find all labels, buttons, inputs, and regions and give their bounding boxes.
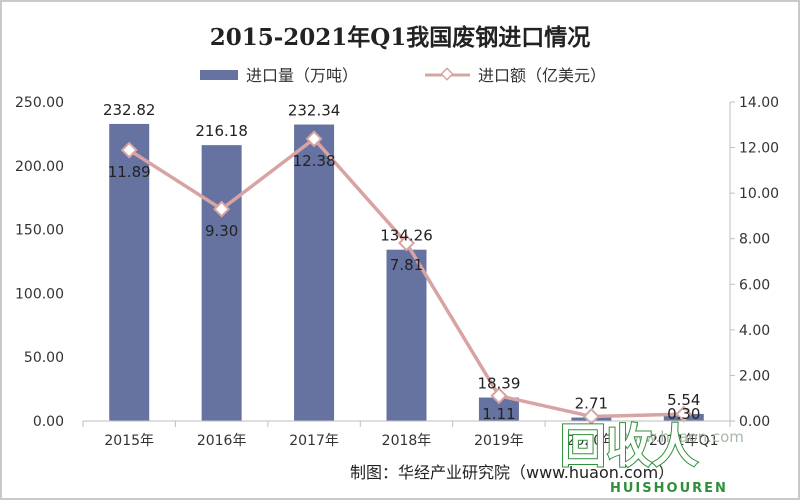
line-series <box>120 130 693 425</box>
y-left-tick-label: 150.00 <box>15 223 64 239</box>
x-tick-label: 2020年 <box>567 433 617 449</box>
chart-title: 2015-2021年Q1我国废钢进口情况 <box>210 24 591 51</box>
source-credit: 制图：华经产业研究院（www.huaon.com） <box>350 463 674 482</box>
y-left-tick-label: 250.00 <box>15 95 64 111</box>
y-axis-right: 0.00 2.00 4.00 6.00 8.00 10.00 12.00 14.00 <box>729 95 779 430</box>
watermark-subtext: HUISHOUREN <box>610 481 728 496</box>
y-left-tick-label: 200.00 <box>15 159 64 175</box>
y-right-tick-label: 0.00 <box>739 414 770 430</box>
x-tick-label: 2019年 <box>474 433 524 449</box>
legend-label-value: 进口额（亿美元） <box>478 66 606 85</box>
x-tick-label: 2015年 <box>104 433 154 449</box>
bar-value-label: 216.18 <box>195 122 248 140</box>
legend-swatch-bar <box>200 70 238 80</box>
line-marker <box>675 405 693 423</box>
x-tick-label: 2018年 <box>382 433 432 449</box>
y-right-tick-label: 6.00 <box>739 277 770 293</box>
y-right-tick-label: 10.00 <box>739 186 779 202</box>
bar-value-label: 18.39 <box>477 375 520 393</box>
line-value-label: 9.30 <box>205 222 238 240</box>
y-right-tick-label: 12.00 <box>739 141 779 157</box>
line-value-label: 12.38 <box>293 152 336 170</box>
y-right-tick-label: 2.00 <box>739 368 770 384</box>
line-value-label: 7.81 <box>390 256 423 274</box>
x-axis: 2015年 2016年 2017年 2018年 2019年 2020年 2021年Q1 <box>82 420 731 449</box>
bar <box>109 123 150 421</box>
watermark-url: www.huaon.com <box>620 428 744 446</box>
bar <box>294 124 335 422</box>
bar-value-label: 232.34 <box>288 102 341 120</box>
line-marker <box>213 200 231 218</box>
y-right-tick-label: 8.00 <box>739 232 770 248</box>
line-marker <box>490 387 508 405</box>
y-left-tick-label: 100.00 <box>15 286 64 302</box>
bar-value-label: 2.71 <box>575 395 608 413</box>
y-right-tick-label: 4.00 <box>739 323 770 339</box>
data-labels: 232.82 216.18 232.34 134.26 18.39 2.71 5.54 11.… <box>103 101 701 423</box>
legend-label-volume: 进口量（万吨） <box>246 66 358 85</box>
watermark-logo: 回收人 <box>560 419 698 473</box>
line-marker <box>305 130 323 148</box>
line-value-label: 0.30 <box>667 405 700 423</box>
bar-value-label: 134.26 <box>380 227 433 245</box>
bar-series <box>109 123 704 422</box>
bar-value-label: 232.82 <box>103 101 156 119</box>
bar <box>386 249 427 421</box>
watermark: www.huaon.com 回收人 HUISHOUREN <box>559 418 744 496</box>
y-axis-left: 0.00 50.00 100.00 150.00 200.00 250.00 <box>15 95 64 430</box>
line-marker <box>582 407 600 425</box>
line-value-label: 1.11 <box>482 405 515 423</box>
y-right-tick-label: 14.00 <box>739 95 779 111</box>
x-tick-label: 2016年 <box>197 433 247 449</box>
legend-marker <box>440 67 454 81</box>
bar <box>201 145 242 421</box>
bar-value-label: 5.54 <box>667 391 700 409</box>
line-marker <box>120 141 138 159</box>
y-left-tick-label: 50.00 <box>24 350 64 366</box>
legend: 进口量（万吨） 进口额（亿美元） <box>200 66 606 85</box>
y-left-tick-label: 0.00 <box>33 414 64 430</box>
line-marker <box>398 234 415 252</box>
x-tick-label: 2021年Q1 <box>649 433 719 449</box>
line-value-label: 11.89 <box>108 163 151 181</box>
x-tick-label: 2017年 <box>289 433 339 449</box>
bar <box>478 397 519 421</box>
